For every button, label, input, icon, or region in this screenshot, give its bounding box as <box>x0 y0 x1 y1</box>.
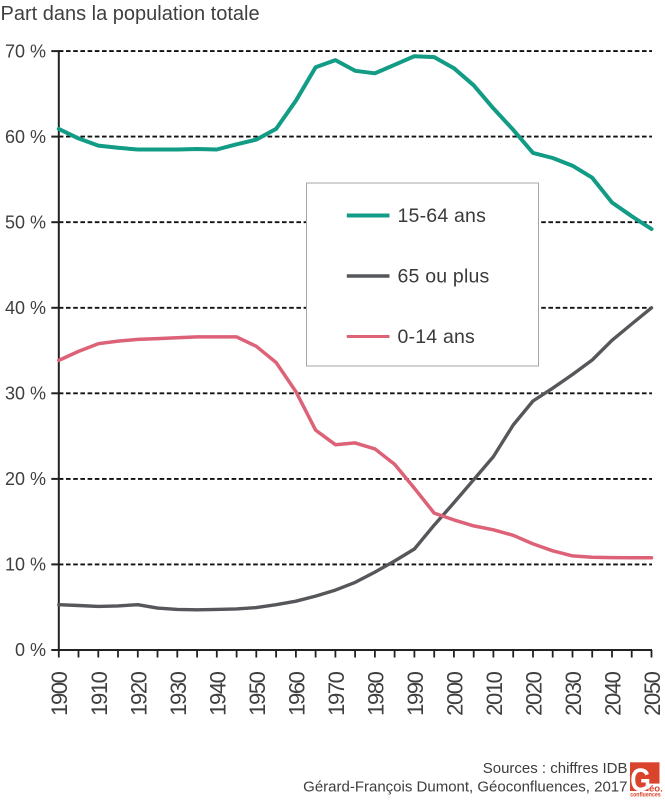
svg-text:1910: 1910 <box>87 671 112 716</box>
svg-text:1930: 1930 <box>166 671 191 716</box>
svg-text:0-14 ans: 0-14 ans <box>398 326 476 348</box>
svg-text:1990: 1990 <box>403 671 428 716</box>
svg-text:20 %: 20 % <box>5 469 46 489</box>
svg-text:2020: 2020 <box>522 671 547 716</box>
svg-text:40 %: 40 % <box>5 298 46 318</box>
svg-text:2010: 2010 <box>482 671 507 716</box>
svg-text:60 %: 60 % <box>5 127 46 147</box>
svg-text:0 %: 0 % <box>15 640 46 660</box>
svg-text:1950: 1950 <box>245 671 270 716</box>
svg-text:65 ou plus: 65 ou plus <box>398 266 490 288</box>
svg-text:10 %: 10 % <box>5 555 46 575</box>
svg-text:2000: 2000 <box>442 671 467 716</box>
svg-text:1920: 1920 <box>126 671 151 716</box>
svg-text:1970: 1970 <box>324 671 349 716</box>
svg-text:1980: 1980 <box>363 671 388 716</box>
svg-text:Sources : chiffres IDB: Sources : chiffres IDB <box>483 760 628 777</box>
svg-text:éo.: éo. <box>649 783 663 794</box>
svg-text:Gérard-François Dumont, Géocon: Gérard-François Dumont, Géoconfluences, … <box>303 779 627 796</box>
svg-text:1940: 1940 <box>205 671 230 716</box>
svg-text:2030: 2030 <box>561 671 586 716</box>
svg-text:30 %: 30 % <box>5 384 46 404</box>
svg-text:50 %: 50 % <box>5 212 46 232</box>
svg-text:15-64 ans: 15-64 ans <box>398 205 487 227</box>
svg-text:2040: 2040 <box>601 671 626 716</box>
svg-text:70 %: 70 % <box>5 41 46 61</box>
svg-text:Part dans la population totale: Part dans la population totale <box>1 3 260 25</box>
svg-text:G: G <box>630 763 651 799</box>
svg-text:confluences: confluences <box>630 792 661 799</box>
svg-text:2050: 2050 <box>640 671 665 716</box>
svg-text:1960: 1960 <box>284 671 309 716</box>
svg-text:1900: 1900 <box>47 671 72 716</box>
